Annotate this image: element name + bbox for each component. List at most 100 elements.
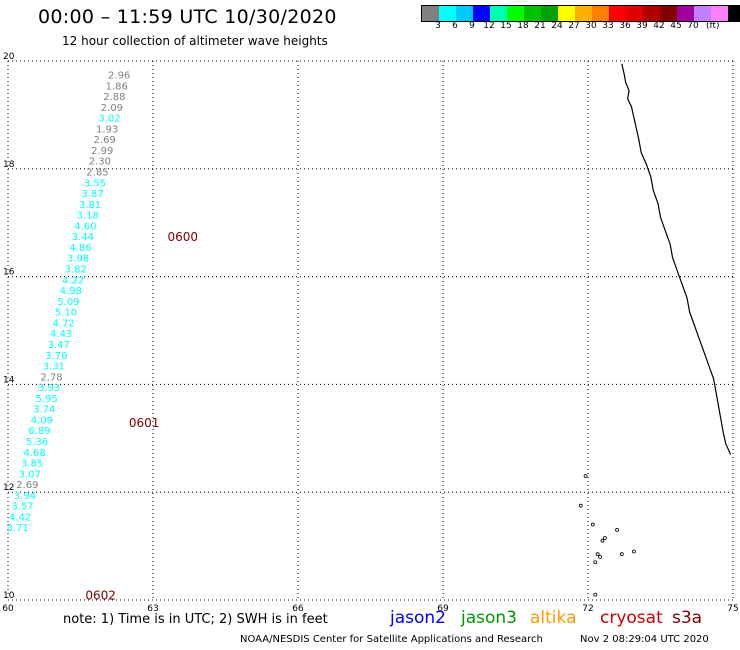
track-time-labels: 0600 0601 0602 — [85, 230, 198, 602]
island-marker — [593, 560, 598, 565]
y-tick-label: 14 — [3, 375, 15, 385]
wave-height-value: 2.69 — [94, 135, 116, 146]
legend-cryosat: cryosat — [600, 608, 663, 628]
colorbar-swatch — [609, 6, 626, 21]
colorbar-label: 6 — [452, 21, 458, 31]
wave-height-value: 3.47 — [48, 340, 70, 351]
island-marker — [595, 552, 600, 557]
wave-height-value: 3.98 — [67, 254, 89, 265]
colorbar-swatch — [439, 6, 456, 21]
wave-height-value: 4.43 — [50, 329, 72, 340]
x-tick-label: 72 — [582, 604, 593, 614]
colorbar-label: 33 — [602, 21, 614, 31]
wave-height-value: 4.22 — [62, 275, 84, 286]
colorbar-swatch — [711, 6, 728, 21]
x-tick-label: 66 — [292, 604, 304, 614]
track-time-label: 0602 — [85, 589, 116, 603]
wave-height-value: 4.42 — [9, 512, 31, 523]
wave-height-value: 3.70 — [45, 351, 67, 362]
x-tick-label: 60 — [2, 604, 14, 614]
wave-height-value: 2.78 — [40, 372, 62, 383]
colorbar-label: 3 — [435, 21, 441, 31]
legend-jason3: jason3 — [461, 608, 517, 628]
colorbar-swatch — [422, 6, 439, 21]
wave-height-value: 6.89 — [28, 426, 50, 437]
wave-height-value: 2.09 — [101, 103, 123, 114]
map-grid — [7, 60, 734, 601]
y-tick-label: 16 — [3, 268, 15, 278]
wave-height-value: 3.57 — [11, 502, 33, 513]
colorbar-swatch — [626, 6, 643, 21]
colorbar-label: 36 — [619, 21, 631, 31]
map-subtitle: 12 hour collection of altimeter wave hei… — [62, 34, 328, 48]
colorbar-swatch — [575, 6, 592, 21]
colorbar-swatch — [456, 6, 473, 21]
coastline — [578, 63, 732, 597]
wave-height-value: 3.31 — [43, 362, 65, 373]
footer-credit: NOAA/NESDIS Center for Satellite Applica… — [240, 634, 543, 645]
island-marker — [583, 474, 588, 478]
footer-timestamp: Nov 2 08:29:04 UTC 2020 — [580, 634, 709, 645]
y-tick-label: 20 — [3, 52, 15, 62]
wave-height-value: 3.02 — [98, 114, 120, 125]
colorbar-swatch — [558, 6, 575, 21]
x-tick-label: 69 — [437, 604, 449, 614]
colorbar-swatch — [473, 6, 490, 21]
wave-height-value: 3.18 — [77, 211, 99, 222]
island-marker — [598, 554, 602, 559]
wave-height-labels: 2.961.862.882.093.021.932.692.992.302.85… — [7, 70, 131, 534]
colorbar-label: 21 — [534, 21, 546, 31]
legend-altika: altika — [530, 608, 577, 628]
island-marker — [615, 528, 619, 532]
colorbar-swatch — [541, 6, 558, 21]
wave-height-value: 2.99 — [91, 146, 113, 157]
coastline-india-west — [621, 63, 732, 455]
island-marker — [619, 552, 624, 557]
wave-height-colorbar — [421, 5, 740, 22]
wave-height-value: 5.10 — [55, 308, 77, 319]
colorbar-swatch — [728, 6, 740, 21]
wave-height-value: 1.86 — [106, 81, 128, 92]
wave-height-value: 2.96 — [108, 70, 130, 81]
wave-height-value: 2.69 — [16, 480, 38, 491]
colorbar-swatch — [694, 6, 711, 21]
wave-height-value: 5.95 — [36, 394, 58, 405]
wave-height-value: 3.93 — [38, 383, 60, 394]
wave-height-value: 3.81 — [79, 200, 101, 211]
wave-height-value: 4.86 — [69, 243, 91, 254]
wave-height-value: 5.09 — [57, 297, 79, 308]
island-marker — [600, 538, 605, 543]
wave-height-value: 1.93 — [96, 124, 118, 135]
colorbar-label: 42 — [653, 21, 665, 31]
colorbar-swatch — [592, 6, 609, 21]
y-tick-label: 10 — [3, 591, 15, 601]
note-text: note: 1) Time is in UTC; 2) SWH is in fe… — [63, 612, 328, 627]
wave-height-value: 4.98 — [60, 286, 82, 297]
wave-height-value: 3.71 — [7, 523, 29, 534]
colorbar-label: 12 — [483, 21, 495, 31]
wave-height-value: 3.87 — [81, 189, 103, 200]
island-marker — [590, 522, 595, 527]
colorbar-label: 30 — [585, 21, 597, 31]
colorbar-label: 45 — [670, 21, 682, 31]
wave-height-value: 3.74 — [33, 405, 55, 416]
colorbar-labels: 3 6 9 12 15 18 21 24 27 30 33 36 39 42 45 70 (ft) — [421, 21, 740, 35]
wave-height-value: 3.55 — [84, 178, 106, 189]
wave-height-value: 3.82 — [65, 265, 87, 276]
colorbar-swatch — [490, 6, 507, 21]
island-marker — [603, 536, 607, 540]
colorbar-label: 24 — [551, 21, 563, 31]
colorbar-swatch — [524, 6, 541, 21]
y-tick-label: 12 — [3, 483, 14, 493]
colorbar-label: 18 — [517, 21, 529, 31]
x-tick-label: 63 — [147, 604, 158, 614]
track-time-label: 0601 — [129, 416, 160, 430]
colorbar-swatch — [507, 6, 524, 21]
axis-ticks: 60 63 66 69 72 75 20 18 16 14 12 10 — [2, 52, 738, 614]
colorbar-unit: (ft) — [706, 21, 720, 31]
x-tick-label: 75 — [727, 604, 738, 614]
wave-height-value: 3.94 — [14, 491, 36, 502]
wave-height-value: 3.85 — [21, 459, 43, 470]
wave-height-value: 4.60 — [74, 221, 96, 232]
